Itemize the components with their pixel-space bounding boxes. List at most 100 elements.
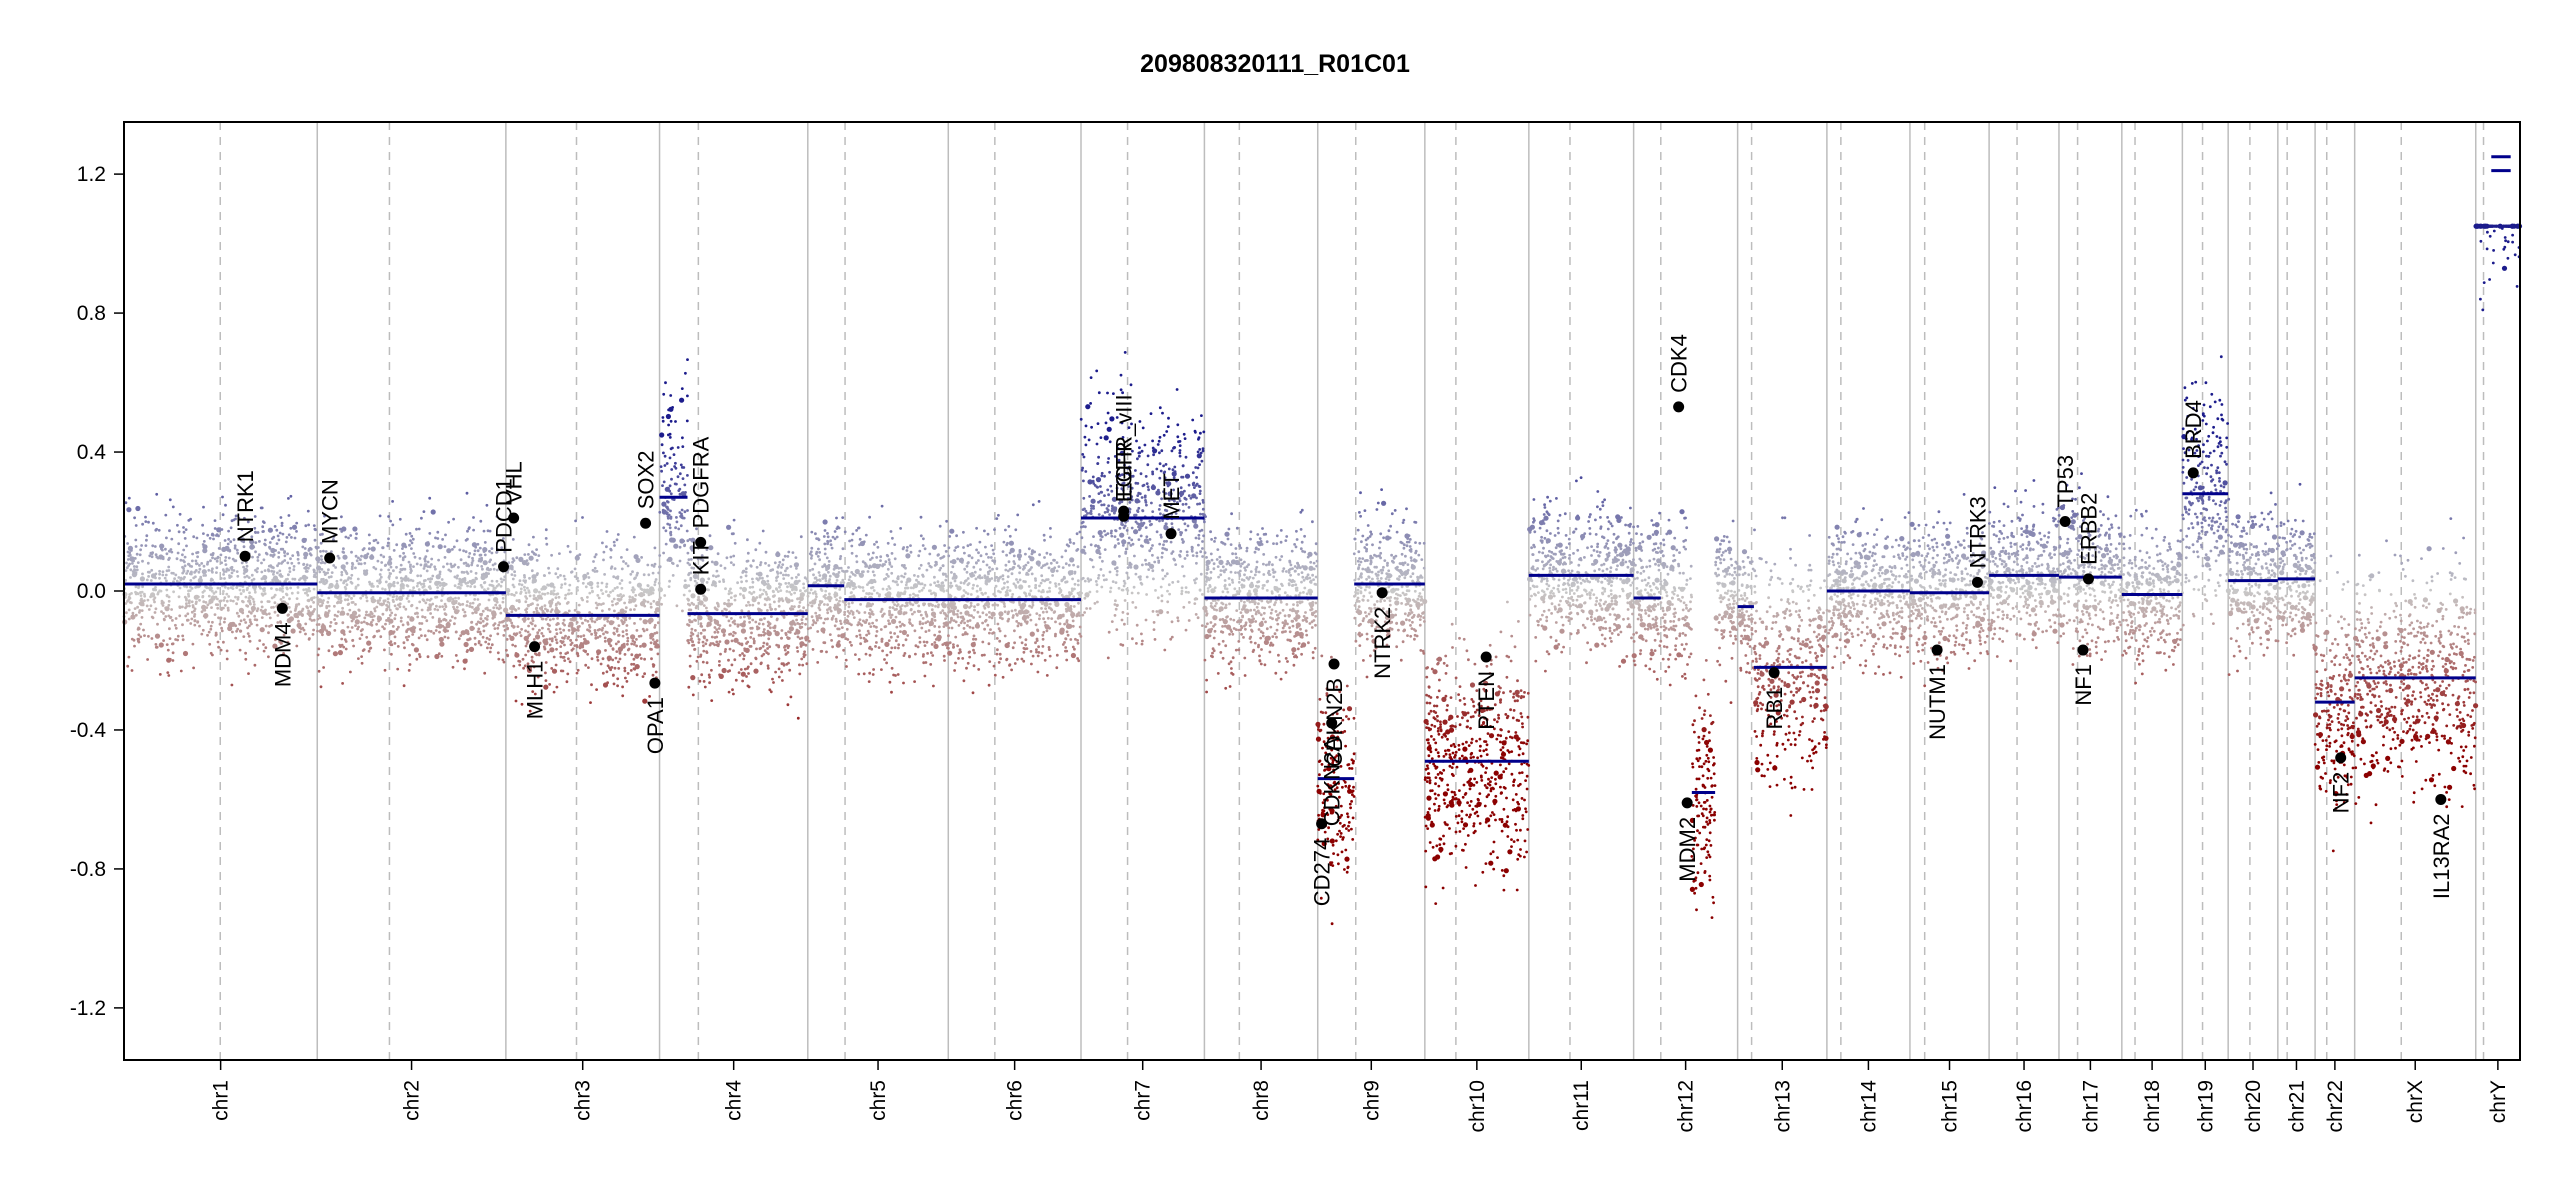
probe-point: [995, 637, 999, 640]
probe-point: [716, 630, 720, 634]
probe-point: [922, 537, 925, 541]
probe-point: [731, 634, 735, 637]
probe-point: [639, 645, 642, 648]
probe-point: [679, 397, 685, 403]
probe-point: [956, 557, 960, 561]
probe-point: [787, 550, 791, 554]
probe-point: [224, 503, 227, 507]
probe-point: [859, 642, 862, 646]
probe-point: [444, 605, 448, 609]
probe-point: [577, 611, 581, 614]
probe-point: [477, 559, 481, 563]
probe-point: [227, 556, 231, 560]
probe-point: [154, 643, 158, 646]
probe-point: [281, 532, 285, 536]
probe-point: [207, 594, 211, 598]
probe-point: [388, 629, 394, 636]
probe-point: [133, 568, 137, 572]
probe-point: [1055, 666, 1059, 670]
probe-point: [440, 578, 444, 581]
probe-point: [253, 590, 257, 594]
probe-point: [715, 608, 719, 612]
probe-point: [294, 607, 298, 611]
probe-point: [260, 600, 263, 604]
probe-point: [586, 572, 590, 575]
probe-point: [739, 592, 742, 596]
probe-point: [789, 593, 793, 596]
probe-point: [148, 554, 152, 558]
probe-point: [596, 581, 600, 585]
probe-point: [566, 544, 570, 548]
probe-point: [1071, 619, 1075, 623]
probe-point: [846, 614, 850, 618]
probe-point: [872, 668, 875, 671]
probe-point: [899, 527, 902, 530]
probe-point: [150, 552, 154, 556]
probe-point: [922, 603, 926, 607]
probe-point: [908, 655, 911, 659]
probe-point: [581, 621, 584, 625]
probe-point: [263, 569, 267, 572]
probe-point: [468, 552, 472, 555]
probe-point: [452, 517, 455, 521]
probe-point: [185, 602, 188, 606]
probe-point: [588, 581, 594, 587]
probe-point: [322, 549, 325, 553]
probe-point: [426, 598, 429, 602]
probe-point: [441, 538, 444, 541]
probe-point: [214, 595, 218, 599]
probe-point: [410, 604, 413, 608]
probe-point: [562, 636, 566, 640]
probe-point: [812, 573, 815, 577]
probe-point: [488, 549, 491, 553]
probe-point: [422, 510, 426, 513]
probe-point: [606, 594, 610, 597]
probe-point: [375, 629, 379, 633]
probe-point: [182, 530, 186, 534]
probe-point: [678, 472, 682, 476]
probe-point: [544, 617, 548, 621]
probe-point: [757, 622, 761, 626]
probe-point: [1030, 566, 1033, 569]
probe-point: [178, 614, 182, 618]
probe-point: [365, 599, 369, 603]
probe-point: [796, 635, 800, 639]
probe-point: [841, 578, 845, 582]
probe-point: [612, 597, 616, 601]
probe-point: [844, 637, 848, 640]
probe-point: [1054, 620, 1057, 624]
probe-point: [551, 668, 558, 674]
probe-point: [145, 604, 149, 608]
probe-point: [649, 636, 653, 640]
probe-point: [371, 618, 375, 622]
probe-point: [609, 638, 613, 642]
probe-point: [361, 628, 364, 631]
probe-point: [453, 584, 457, 588]
probe-point: [609, 644, 613, 648]
probe-point: [208, 536, 212, 540]
probe-point: [388, 608, 392, 612]
probe-point: [633, 588, 636, 591]
probe-point: [415, 657, 419, 661]
probe-point: [568, 660, 572, 664]
probe-point: [555, 623, 559, 626]
probe-point: [384, 622, 387, 626]
probe-point: [576, 554, 579, 558]
probe-point: [552, 655, 556, 659]
probe-point: [963, 567, 967, 571]
probe-point: [710, 668, 713, 672]
probe-point: [978, 540, 982, 544]
probe-point: [231, 599, 235, 603]
probe-point: [526, 586, 529, 590]
probe-point: [752, 590, 756, 594]
probe-point: [453, 563, 457, 567]
probe-point: [223, 617, 227, 621]
probe-point: [749, 662, 753, 666]
probe-point: [723, 650, 727, 653]
probe-point: [247, 672, 250, 675]
probe-point: [1052, 611, 1056, 614]
probe-point: [667, 423, 670, 427]
probe-point: [194, 569, 198, 572]
probe-point: [301, 537, 307, 544]
probe-point: [443, 602, 447, 606]
